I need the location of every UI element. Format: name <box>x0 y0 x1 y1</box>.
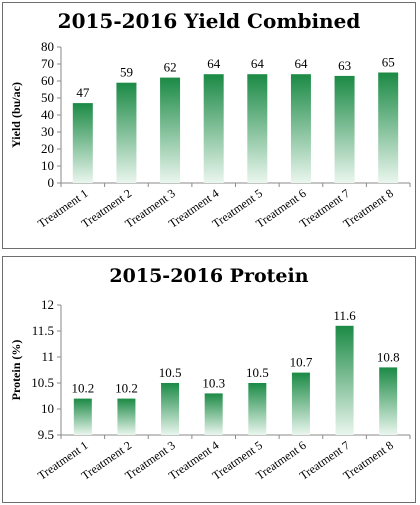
y-tick-label: 11.5 <box>32 323 54 338</box>
y-tick-label: 0 <box>48 175 55 190</box>
data-label: 65 <box>382 55 395 70</box>
y-tick-label: 30 <box>41 124 54 139</box>
bar <box>334 75 355 183</box>
data-label: 64 <box>207 56 221 71</box>
bar <box>290 74 311 183</box>
y-tick-label: 80 <box>41 39 54 54</box>
bar <box>160 77 181 183</box>
bar <box>116 82 137 183</box>
y-axis-label: Protein (%) <box>9 340 23 401</box>
data-label: 11.6 <box>333 308 356 323</box>
data-label: 64 <box>294 56 308 71</box>
y-tick-label: 20 <box>41 141 54 156</box>
y-tick-label: 10.5 <box>31 375 54 390</box>
bar <box>72 103 93 183</box>
bar <box>378 72 399 183</box>
y-tick-label: 9.5 <box>38 427 54 442</box>
y-tick-label: 10 <box>41 401 54 416</box>
data-label: 10.3 <box>202 375 225 390</box>
bar <box>248 383 267 435</box>
y-tick-label: 70 <box>41 56 54 71</box>
data-label: 10.2 <box>115 381 138 396</box>
bar <box>117 398 136 435</box>
data-label: 10.5 <box>159 365 182 380</box>
data-label: 62 <box>164 60 177 75</box>
chart-title: 2015-2016 Protein <box>109 265 309 287</box>
bar <box>203 74 224 183</box>
data-label: 10.5 <box>246 365 269 380</box>
yield-chart-panel: 2015-2016 Yield Combined 0 10 20 30 40 50 60 70… <box>2 2 416 249</box>
y-tick-label: 12 <box>41 297 54 312</box>
data-label: 47 <box>76 85 90 100</box>
y-axis-label: Yield (bu/ac) <box>9 82 23 148</box>
bar <box>291 372 310 435</box>
data-label: 10.2 <box>71 381 94 396</box>
y-tick-label: 11 <box>41 349 54 364</box>
bar <box>335 325 354 435</box>
data-label: 10.7 <box>290 355 313 370</box>
y-tick-label: 60 <box>41 73 54 88</box>
data-label: 63 <box>338 58 351 73</box>
data-label: 10.8 <box>377 349 400 364</box>
y-tick-label: 50 <box>41 90 54 105</box>
chart-title: 2015-2016 Yield Combined <box>57 9 361 33</box>
y-tick-label: 10 <box>41 158 54 173</box>
protein-chart-panel: 2015-2016 Protein 9.5 10 10.5 11 11.5 12 Prote… <box>2 256 416 503</box>
bar <box>73 398 92 435</box>
data-label: 59 <box>120 65 133 80</box>
bar <box>161 383 180 435</box>
bar <box>379 367 398 435</box>
y-tick-label: 40 <box>41 107 54 122</box>
data-label: 64 <box>251 56 265 71</box>
bar <box>204 393 223 435</box>
bar <box>247 74 268 183</box>
